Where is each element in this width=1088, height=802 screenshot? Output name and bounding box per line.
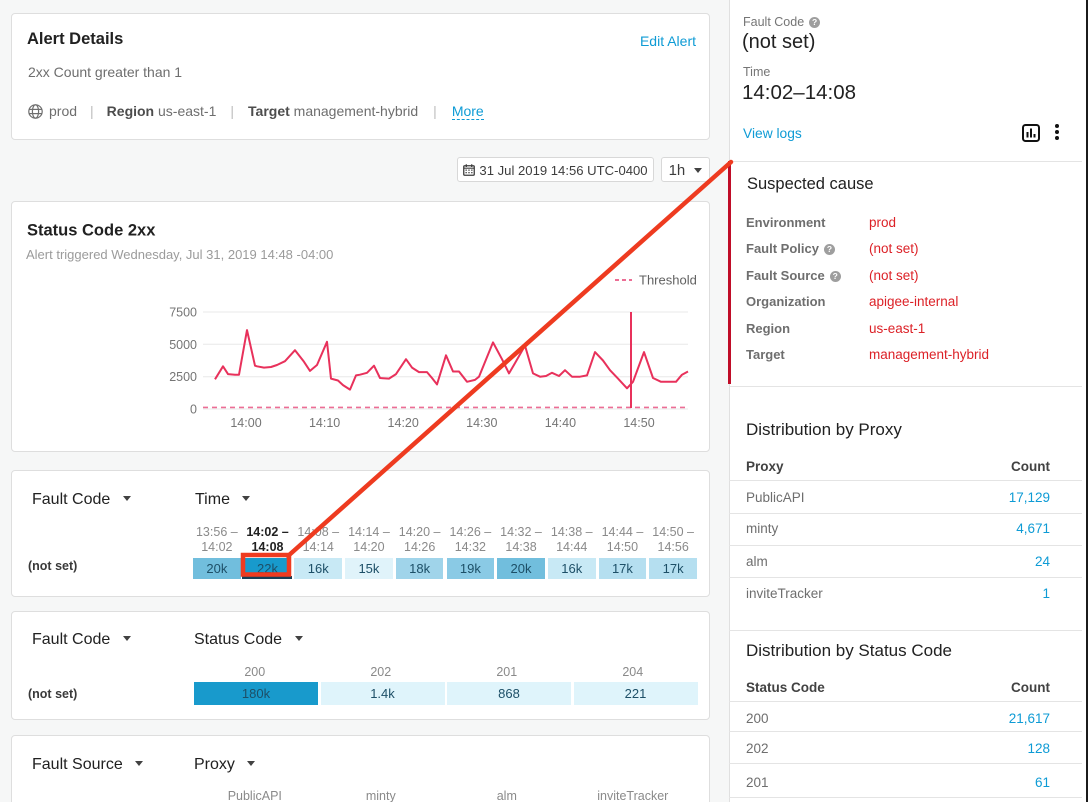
svg-text:2500: 2500 <box>169 370 197 384</box>
svg-text:Status Code 2xx: Status Code 2xx <box>27 222 156 240</box>
svg-text:0: 0 <box>190 403 197 417</box>
svg-text:14:20: 14:20 <box>388 416 419 430</box>
svg-text:Threshold: Threshold <box>639 273 697 288</box>
svg-text:14:50: 14:50 <box>623 416 654 430</box>
svg-text:14:10: 14:10 <box>309 416 340 430</box>
svg-text:14:40: 14:40 <box>545 416 576 430</box>
svg-text:Alert triggered Wednesday, Jul: Alert triggered Wednesday, Jul 31, 2019 … <box>26 247 333 262</box>
svg-text:5000: 5000 <box>169 338 197 352</box>
svg-text:7500: 7500 <box>169 306 197 320</box>
svg-text:14:30: 14:30 <box>466 416 497 430</box>
svg-text:14:00: 14:00 <box>230 416 261 430</box>
